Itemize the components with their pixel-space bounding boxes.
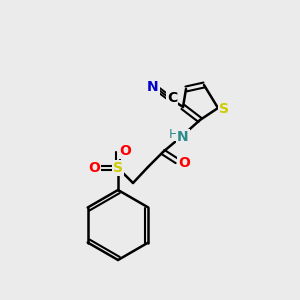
Text: H: H [168,128,178,140]
Text: S: S [113,161,123,175]
Text: O: O [178,156,190,170]
Text: O: O [119,144,131,158]
Text: O: O [88,161,100,175]
Text: N: N [147,80,159,94]
Text: C: C [167,91,177,105]
Text: S: S [219,102,229,116]
Text: N: N [177,130,189,144]
